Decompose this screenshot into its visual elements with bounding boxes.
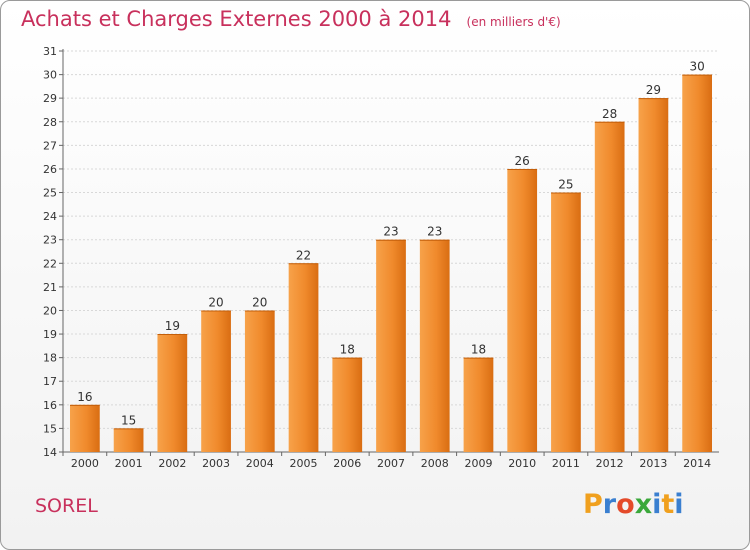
bar-value-label: 29 <box>646 83 661 97</box>
y-tick-label: 24 <box>43 210 57 223</box>
y-tick-label: 21 <box>43 281 57 294</box>
axes: 14 15 16 17 18 19 20 21 22 23 24 25 26 27 28 29 30 31 2000… <box>43 45 719 470</box>
x-tick-label: 2004 <box>246 457 274 470</box>
bar-value-label: 26 <box>515 154 530 168</box>
bars <box>69 74 713 453</box>
bar <box>332 357 363 452</box>
x-tick-label: 2012 <box>596 457 624 470</box>
x-tick-label: 2002 <box>158 457 186 470</box>
place-name: SOREL <box>35 495 98 517</box>
y-tick-label: 20 <box>43 304 57 317</box>
bar <box>113 428 144 452</box>
bar-value-label: 28 <box>602 107 617 121</box>
bar <box>288 263 319 452</box>
bar-value-label: 22 <box>296 248 311 262</box>
x-tick-label: 2013 <box>639 457 667 470</box>
y-tick-label: 31 <box>43 45 57 58</box>
y-tick-label: 27 <box>43 139 57 152</box>
y-tick-label: 15 <box>43 422 57 435</box>
chart-unit: (en milliers d'€) <box>466 15 561 29</box>
x-tick-label: 2009 <box>464 457 492 470</box>
x-tick-label: 2005 <box>290 457 318 470</box>
bar-value-label: 18 <box>340 343 355 357</box>
bar-value-label: 23 <box>427 225 442 239</box>
bar <box>594 121 625 452</box>
y-tick-label: 25 <box>43 187 57 200</box>
proxiti-logo: Proxiti <box>583 489 684 520</box>
y-tick-label: 22 <box>43 257 57 270</box>
bar <box>419 239 450 452</box>
y-tick-label: 17 <box>43 375 57 388</box>
logo-letter: x <box>634 489 653 520</box>
bar <box>69 404 100 452</box>
y-tick-label: 23 <box>43 234 57 247</box>
logo-letter: i <box>674 489 684 520</box>
bar-value-label: 19 <box>165 319 180 333</box>
bar <box>551 192 581 452</box>
x-tick-label: 2001 <box>115 457 143 470</box>
bar <box>376 239 406 452</box>
logo-letter: i <box>652 489 662 520</box>
chart-title-block: Achats et Charges Externes 2000 à 2014 (… <box>21 7 561 31</box>
bar-value-label: 15 <box>121 413 136 427</box>
bar-value-label: 25 <box>558 178 573 192</box>
x-tick-label: 2006 <box>333 457 361 470</box>
bar <box>244 310 275 452</box>
x-tick-label: 2011 <box>552 457 580 470</box>
logo-letter: o <box>616 489 635 520</box>
bar <box>507 168 538 453</box>
y-tick-label: 18 <box>43 352 57 365</box>
bar-value-label: 30 <box>689 60 704 74</box>
y-tick-label: 14 <box>43 446 57 459</box>
bar-value-label: 20 <box>252 295 267 309</box>
bar <box>682 74 713 453</box>
x-tick-label: 2000 <box>71 457 99 470</box>
data-labels: 16 15 19 20 20 22 18 23 23 18 26 25 28 29 30 <box>77 60 705 428</box>
bar-value-label: 16 <box>77 390 92 404</box>
x-tick-label: 2003 <box>202 457 230 470</box>
x-tick-label: 2008 <box>421 457 449 470</box>
y-tick-label: 19 <box>43 328 57 341</box>
logo-letter: t <box>661 489 675 520</box>
y-tick-label: 26 <box>43 163 57 176</box>
y-tick-label: 16 <box>43 399 57 412</box>
bar <box>201 310 231 452</box>
chart-title: Achats et Charges Externes 2000 à 2014 <box>21 7 452 31</box>
bar <box>463 357 494 452</box>
y-tick-label: 28 <box>43 116 57 129</box>
bar <box>157 334 188 452</box>
x-tick-label: 2007 <box>377 457 405 470</box>
bar-value-label: 23 <box>383 225 398 239</box>
logo-letter: r <box>602 489 617 520</box>
y-tick-label: 30 <box>43 69 57 82</box>
x-tick-label: 2010 <box>508 457 536 470</box>
bar-value-label: 20 <box>208 295 223 309</box>
bar-value-label: 18 <box>471 343 486 357</box>
y-tick-label: 29 <box>43 92 57 105</box>
x-tick-label: 2014 <box>683 457 711 470</box>
logo-letter: P <box>583 489 603 520</box>
bar <box>638 98 669 453</box>
